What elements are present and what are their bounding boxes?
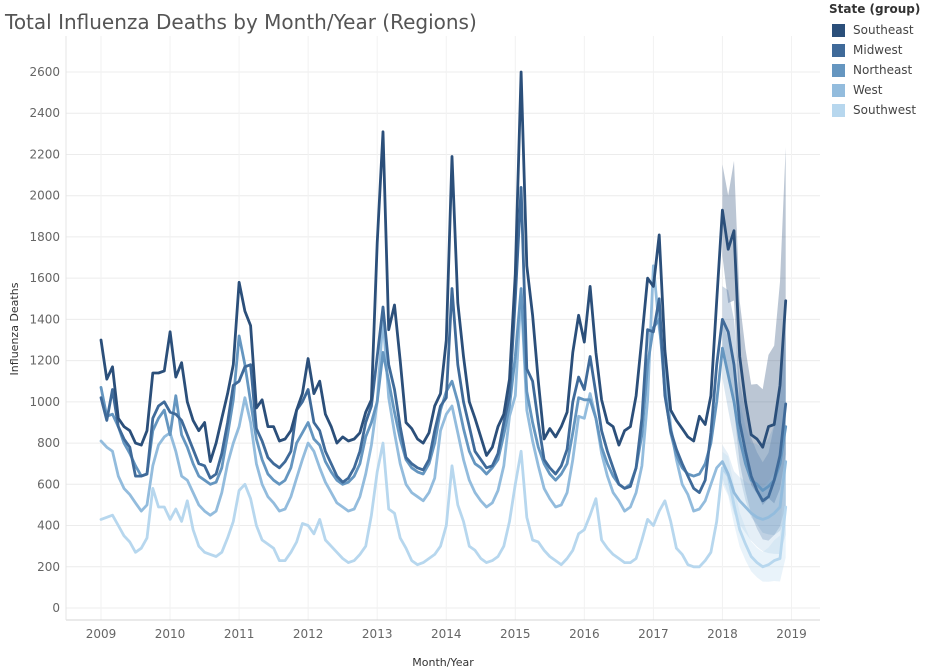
series-line-west bbox=[99, 264, 788, 521]
y-tick-label: 1600 bbox=[29, 271, 60, 285]
axes: 0 200 400 600 800 1000 1200 1400 1600 1800 2000 220… bbox=[29, 36, 820, 641]
forecast-band-midwest bbox=[722, 286, 786, 541]
y-tick-label: 1400 bbox=[29, 312, 60, 326]
y-tick-label: 2200 bbox=[29, 147, 60, 161]
legend-item-southeast[interactable]: Southeast bbox=[829, 20, 929, 40]
y-tick-label: 0 bbox=[52, 601, 60, 615]
legend-swatch bbox=[832, 83, 845, 97]
forecast-band-northeast bbox=[722, 318, 786, 536]
y-tick-label: 2600 bbox=[29, 65, 60, 79]
y-tick-label: 1200 bbox=[29, 354, 60, 368]
x-tick-label: 2011 bbox=[224, 627, 255, 641]
legend-title: State (group) bbox=[829, 2, 921, 16]
x-tick-label: 2019 bbox=[776, 627, 807, 641]
forecast-band-southwest bbox=[722, 451, 786, 582]
legend-label: Northeast bbox=[853, 63, 913, 77]
x-axis-title: Month/Year bbox=[412, 656, 474, 669]
legend-swatch bbox=[832, 103, 845, 117]
series-line-midwest bbox=[99, 186, 788, 503]
y-axis-title: Influenza Deaths bbox=[8, 282, 21, 375]
x-tick-label: 2009 bbox=[86, 627, 117, 641]
forecast-band-west bbox=[722, 388, 786, 554]
forecast-bands bbox=[722, 147, 786, 582]
legend-items: Southeast Midwest Northeast West Southwest bbox=[829, 20, 929, 120]
legend-item-northeast[interactable]: Northeast bbox=[829, 60, 929, 80]
legend-swatch bbox=[832, 43, 845, 57]
legend[interactable]: State (group) Southeast Midwest Northeast W… bbox=[829, 2, 929, 120]
series-line-northeast bbox=[99, 287, 788, 492]
series-lines bbox=[99, 70, 788, 569]
legend-item-west[interactable]: West bbox=[829, 80, 929, 100]
x-tick-label: 2017 bbox=[638, 627, 669, 641]
y-tick-label: 1800 bbox=[29, 230, 60, 244]
legend-label: West bbox=[853, 83, 883, 97]
y-tick-label: 200 bbox=[37, 560, 60, 574]
legend-swatch bbox=[832, 23, 845, 37]
y-tick-label: 400 bbox=[37, 519, 60, 533]
x-tick-label: 2016 bbox=[569, 627, 600, 641]
legend-label: Southeast bbox=[853, 23, 914, 37]
y-tick-label: 2400 bbox=[29, 106, 60, 120]
series-line-southwest bbox=[99, 441, 788, 569]
forecast-band-southeast bbox=[722, 147, 786, 506]
series-line-southeast bbox=[99, 70, 788, 463]
x-tick-label: 2012 bbox=[293, 627, 324, 641]
y-tick-label: 600 bbox=[37, 477, 60, 491]
legend-label: Southwest bbox=[853, 103, 917, 117]
y-tick-label: 800 bbox=[37, 436, 60, 450]
x-tick-label: 2015 bbox=[500, 627, 531, 641]
chart-title: Total Influenza Deaths by Month/Year (Re… bbox=[5, 10, 477, 34]
x-tick-label: 2014 bbox=[431, 627, 462, 641]
legend-swatch bbox=[832, 63, 845, 77]
legend-item-southwest[interactable]: Southwest bbox=[829, 100, 929, 120]
legend-label: Midwest bbox=[853, 43, 903, 57]
x-tick-label: 2010 bbox=[155, 627, 186, 641]
x-tick-label: 2018 bbox=[707, 627, 738, 641]
legend-item-midwest[interactable]: Midwest bbox=[829, 40, 929, 60]
x-tick-label: 2013 bbox=[362, 627, 393, 641]
y-tick-label: 2000 bbox=[29, 189, 60, 203]
y-tick-label: 1000 bbox=[29, 395, 60, 409]
